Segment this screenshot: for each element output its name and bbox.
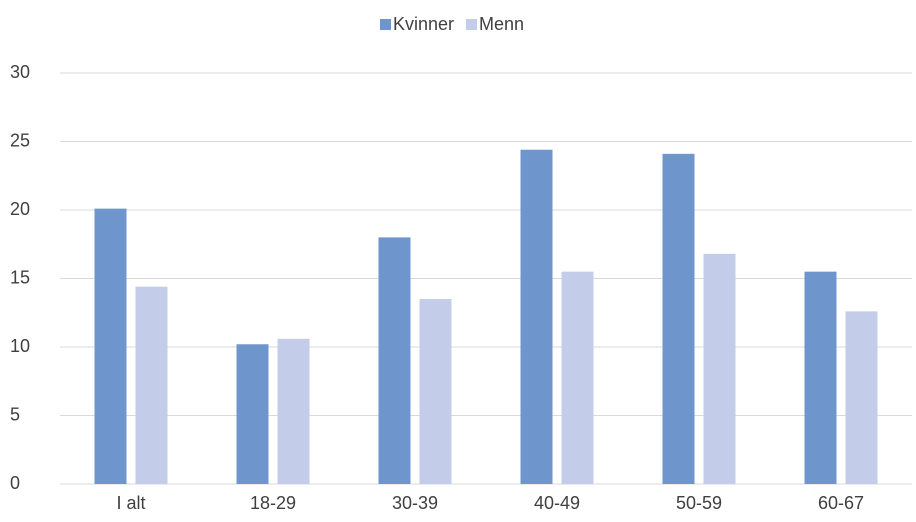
bar [378,237,411,484]
bar [561,271,594,484]
bar [94,208,127,484]
bar [662,153,695,484]
bar [845,311,878,484]
y-tick-label: 30 [10,62,30,82]
bar [277,338,310,484]
bar [236,344,269,484]
y-tick-label: 25 [10,130,30,150]
bar [804,271,837,484]
y-tick-label: 5 [10,404,20,424]
x-tick-label: I alt [116,493,145,513]
legend-swatch [466,19,478,30]
x-tick-label: 50-59 [676,493,722,513]
x-tick-label: 18-29 [250,493,296,513]
x-tick-label: 40-49 [534,493,580,513]
bar [703,253,736,484]
bar [135,286,168,484]
y-tick-label: 20 [10,199,30,219]
x-tick-label: 60-67 [818,493,864,513]
y-tick-label: 15 [10,267,30,287]
legend-swatch [380,19,391,30]
bar [520,149,553,484]
x-tick-label: 30-39 [392,493,438,513]
y-tick-label: 10 [10,336,30,356]
legend-label: Menn [479,14,524,34]
bar [419,299,452,484]
legend-label: Kvinner [393,14,454,34]
y-tick-label: 0 [10,473,20,493]
